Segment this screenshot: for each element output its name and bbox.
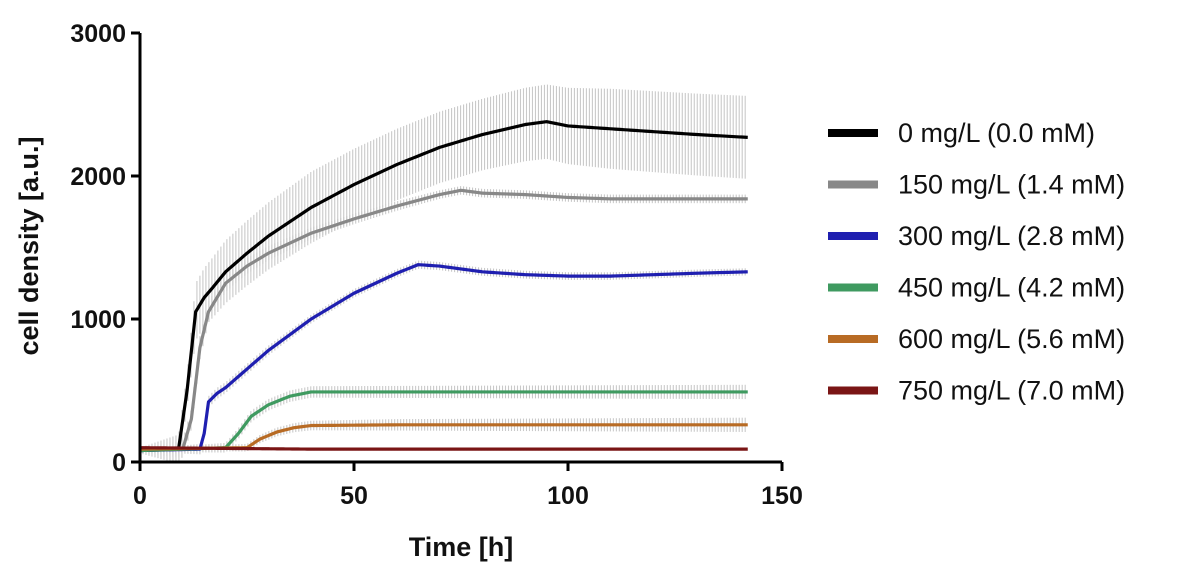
x-tick-label: 0 [133,482,147,510]
legend-label: 600 mg/L (5.6 mM) [898,324,1125,354]
x-axis-title: Time [h] [409,532,514,562]
series-line-4 [139,423,748,451]
y-axis-title: cell density [a.u.] [14,136,44,355]
legend-label: 300 mg/L (2.8 mM) [898,221,1125,251]
series-lines [139,120,748,453]
x-tick-label: 150 [761,482,803,510]
y-tick-label: 3000 [70,20,126,48]
y-tick-label: 1000 [70,306,126,334]
x-tick-label: 50 [340,482,368,510]
y-tick-label: 2000 [70,163,126,191]
series-line-3 [139,390,748,453]
legend-label: 150 mg/L (1.4 mM) [898,170,1125,200]
y-tick-label: 0 [112,449,126,477]
series-line-0 [139,120,748,453]
legend: 0 mg/L (0.0 mM) 150 mg/L (1.4 mM) 300 mg/L… [828,118,1125,406]
axes [138,33,782,464]
legend-label: 0 mg/L (0.0 mM) [898,118,1095,148]
error-band-series-1 [139,186,746,458]
series-line-2 [139,263,748,453]
legend-label: 450 mg/L (4.2 mM) [898,273,1125,303]
x-tick-label: 100 [547,482,589,510]
y-ticks: 0 1000 2000 3000 [70,20,140,477]
legend-label: 750 mg/L (7.0 mM) [898,376,1125,406]
series-line-1 [139,188,748,453]
series-line-5 [139,446,748,451]
x-ticks: 0 50 100 150 [133,462,803,510]
